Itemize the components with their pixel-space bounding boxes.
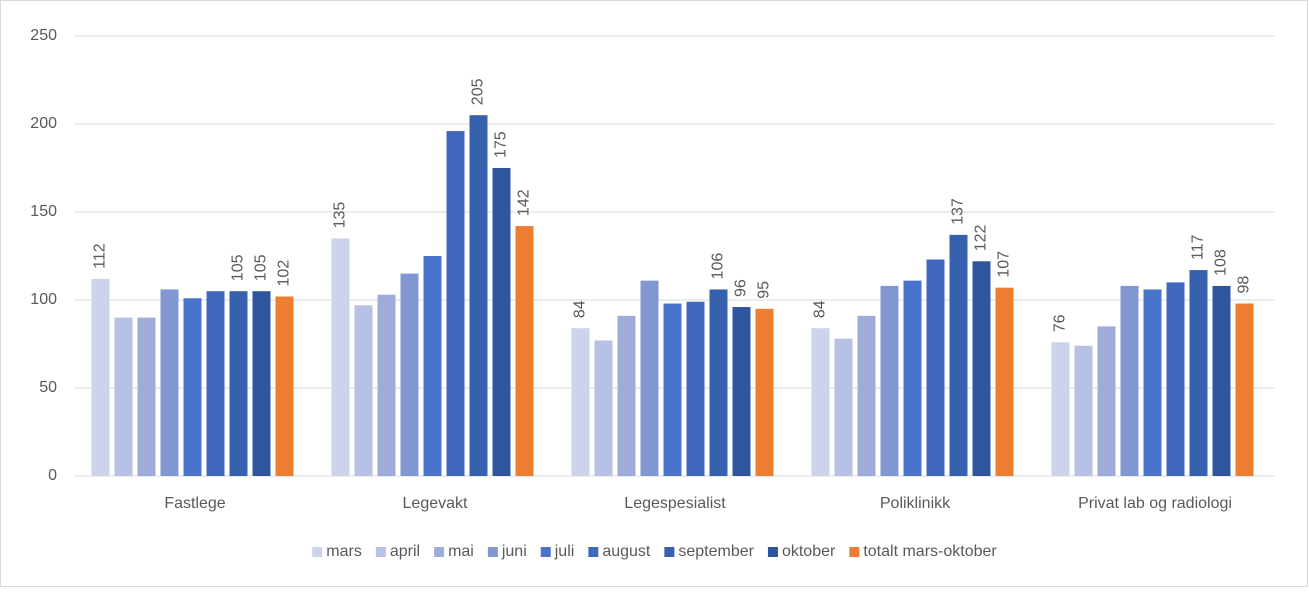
legend-label: mai — [448, 543, 474, 560]
legend-label: mars — [326, 543, 362, 560]
data-label: 98 — [1236, 276, 1253, 294]
data-label: 102 — [276, 260, 293, 287]
bar — [469, 115, 488, 476]
bar — [377, 294, 396, 476]
data-label: 117 — [1190, 234, 1207, 260]
data-label: 107 — [996, 251, 1013, 278]
y-tick-label: 0 — [48, 467, 57, 484]
legend-label: juni — [501, 543, 527, 560]
data-label: 135 — [332, 202, 349, 229]
bar — [275, 296, 294, 476]
legend-swatch — [767, 547, 778, 557]
bar — [755, 308, 774, 476]
bar — [571, 328, 590, 476]
bar — [640, 280, 659, 476]
bar — [229, 291, 248, 476]
data-label: 175 — [493, 131, 510, 158]
bar — [686, 301, 705, 476]
legend-swatch — [849, 547, 860, 557]
bar — [663, 303, 682, 476]
y-tick-label: 150 — [30, 203, 57, 220]
bar — [1074, 345, 1093, 476]
bar — [926, 259, 945, 476]
bar — [949, 234, 968, 476]
legend-label: april — [390, 543, 420, 560]
bar — [1212, 285, 1231, 476]
bar — [1120, 285, 1139, 476]
bar — [91, 278, 110, 476]
data-label: 84 — [812, 300, 829, 318]
legend-swatch — [487, 547, 498, 557]
bar — [183, 298, 202, 476]
data-label: 112 — [92, 243, 109, 269]
data-label: 95 — [756, 281, 773, 299]
data-label: 205 — [470, 78, 487, 105]
bar — [1189, 270, 1208, 476]
bar — [811, 328, 830, 476]
bar — [709, 289, 728, 476]
legend-swatch — [588, 547, 599, 557]
y-tick-label: 200 — [30, 115, 57, 132]
bar — [834, 338, 853, 476]
data-label: 84 — [572, 300, 589, 318]
x-tick-label: Fastlege — [164, 495, 225, 512]
legend-label: totalt mars-oktober — [863, 543, 997, 560]
x-tick-label: Legespesialist — [624, 495, 726, 512]
bar — [1143, 289, 1162, 476]
bar — [1166, 282, 1185, 476]
data-label: 96 — [733, 279, 750, 297]
bar — [515, 226, 534, 476]
data-label: 106 — [710, 253, 727, 280]
legend-swatch — [540, 547, 551, 557]
legend-label: september — [678, 543, 754, 560]
bar — [252, 291, 271, 476]
bar — [1051, 342, 1070, 476]
legend-swatch — [434, 547, 445, 557]
bar — [732, 307, 751, 476]
x-tick-label: Poliklinikk — [880, 495, 951, 512]
y-tick-label: 50 — [39, 379, 57, 396]
bar — [331, 238, 350, 476]
bar — [400, 273, 419, 476]
data-label: 108 — [1213, 249, 1230, 276]
bar — [114, 317, 133, 476]
bar — [857, 315, 876, 476]
bar — [423, 256, 442, 476]
legend-swatch — [375, 547, 386, 557]
data-label: 76 — [1052, 314, 1069, 332]
y-tick-label: 250 — [30, 27, 57, 44]
data-label: 142 — [516, 189, 533, 216]
legend-label: juli — [554, 543, 575, 560]
data-label: 105 — [230, 254, 247, 281]
data-label: 122 — [973, 224, 990, 251]
x-tick-label: Legevakt — [403, 495, 468, 512]
data-label: 105 — [253, 254, 270, 281]
bar — [446, 131, 465, 477]
x-tick-label: Privat lab og radiologi — [1078, 495, 1232, 512]
bar — [354, 305, 373, 476]
bar — [206, 291, 225, 476]
bar — [160, 289, 179, 476]
bar — [594, 340, 613, 476]
bar — [903, 280, 922, 476]
bar — [1097, 326, 1116, 476]
legend-swatch — [312, 547, 323, 557]
bar — [972, 261, 991, 476]
y-tick-label: 100 — [30, 291, 57, 308]
bar — [995, 287, 1014, 476]
legend-label: august — [602, 543, 651, 560]
bar — [880, 285, 899, 476]
data-label: 137 — [950, 198, 967, 225]
bar — [617, 315, 636, 476]
bar — [137, 317, 156, 476]
bar — [492, 168, 511, 476]
bar — [1235, 303, 1254, 476]
legend-swatch — [664, 547, 675, 557]
legend-label: oktober — [782, 543, 836, 560]
